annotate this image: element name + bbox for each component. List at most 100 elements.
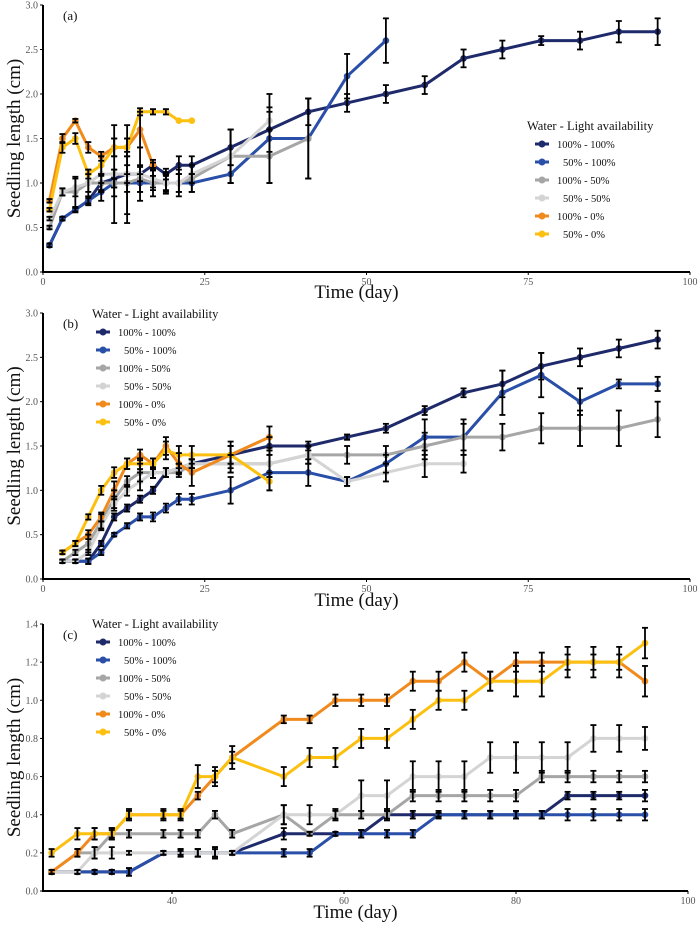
y-tick-label: 1.5	[26, 134, 39, 145]
error-bar	[344, 476, 351, 487]
error-bar	[59, 141, 66, 154]
error-bar	[162, 108, 169, 116]
panel-label: (a)	[63, 8, 77, 23]
y-tick-label: 0.2	[26, 848, 39, 859]
error-bar	[382, 422, 389, 434]
legend-title: Water - Light availability	[527, 119, 654, 133]
error-bar	[108, 869, 115, 875]
error-bar	[124, 484, 131, 497]
error-bar	[111, 480, 118, 501]
error-bar	[85, 513, 92, 521]
legend-label: 100% - 0%	[557, 212, 604, 223]
error-bar	[461, 760, 468, 793]
error-bar	[280, 827, 287, 841]
error-bar	[85, 557, 92, 565]
x-tick-label: 50	[362, 584, 372, 595]
legend-item: 50% - 50%	[96, 692, 171, 703]
error-bar	[72, 118, 79, 124]
error-bar	[85, 168, 92, 180]
error-bar	[538, 665, 545, 698]
legend-label: 50% - 0%	[563, 230, 605, 241]
y-tick-label: 2.5	[26, 45, 39, 56]
y-tick-label: 1.0	[26, 696, 39, 707]
error-bar	[162, 173, 169, 193]
legend-item: 100% - 50%	[535, 176, 610, 187]
error-bar	[266, 110, 273, 131]
error-bar	[499, 422, 506, 452]
x-tick-label: 80	[511, 896, 521, 907]
error-bar	[538, 351, 545, 399]
x-tick-label: 100	[681, 896, 696, 907]
error-bar	[409, 670, 416, 692]
y-tick-label: 3.0	[26, 309, 39, 320]
y-tick-label: 0.4	[26, 810, 39, 821]
error-bar	[137, 457, 144, 470]
legend-swatch-dot	[538, 230, 546, 238]
error-bar	[72, 548, 79, 556]
error-bar	[212, 766, 218, 788]
error-bar	[616, 790, 623, 801]
error-bar	[229, 829, 236, 839]
legend: Water - Light availability 100% - 100% 50%…	[92, 617, 219, 739]
error-bar	[590, 769, 597, 784]
error-bar	[48, 869, 55, 875]
error-bar	[332, 830, 339, 837]
error-bar	[384, 693, 390, 707]
error-bar	[499, 39, 506, 60]
legend-item: 100% - 100%	[96, 638, 176, 649]
error-bar	[590, 808, 597, 822]
y-tick-label: 2.0	[26, 397, 39, 408]
error-bar	[654, 17, 661, 46]
error-bar	[306, 747, 313, 768]
legend-label: 50% - 100%	[563, 158, 616, 169]
error-bar	[384, 727, 390, 749]
error-bar	[98, 548, 105, 556]
error-bar	[461, 651, 468, 673]
error-bar	[460, 422, 467, 452]
error-bar	[108, 846, 115, 860]
error-bar	[74, 869, 81, 875]
x-tick-label: 25	[200, 277, 210, 288]
legend-item: 100% - 50%	[96, 674, 171, 685]
error-bar	[616, 645, 623, 679]
y-tick-label: 0.5	[26, 223, 39, 234]
error-bar	[98, 484, 105, 496]
error-bar	[280, 766, 287, 788]
error-bar	[111, 137, 118, 158]
error-bar	[91, 827, 98, 841]
legend-swatch-dot	[99, 692, 107, 700]
error-bar	[266, 425, 273, 449]
legend-swatch-dot	[99, 638, 107, 646]
error-bar	[188, 445, 195, 465]
error-bar	[305, 445, 312, 465]
legend: Water - Light availability 100% - 100% 50%…	[92, 307, 219, 429]
x-tick-label: 50	[362, 277, 372, 288]
error-bar	[98, 155, 105, 176]
error-bar	[460, 387, 467, 399]
legend: Water - Light availability 100% - 100% 50%…	[527, 119, 654, 241]
x-axis-title: Time (day)	[314, 590, 398, 611]
error-bar	[85, 141, 92, 154]
error-bar	[98, 511, 105, 523]
error-bar	[46, 215, 53, 222]
legend-item: 100% - 100%	[96, 328, 176, 339]
legend-item: 100% - 50%	[96, 364, 171, 375]
error-bar	[615, 338, 622, 359]
error-bar	[149, 511, 156, 523]
error-bar	[126, 829, 132, 839]
error-bar	[229, 745, 236, 770]
y-tick-label: 2.0	[26, 90, 39, 101]
error-bar	[306, 848, 313, 858]
legend-swatch-dot	[99, 400, 107, 408]
error-bar	[615, 20, 622, 44]
error-bar	[126, 867, 132, 877]
error-bar	[160, 829, 167, 839]
error-bar	[564, 808, 571, 822]
legend-swatch-dot	[99, 382, 107, 390]
error-bar	[137, 494, 144, 504]
panel-c: 0.0 0.2 0.4 0.6 0.8 1.0 1.2 1.4 40 60 80 100 Time (d…	[4, 617, 696, 923]
error-bar	[306, 714, 313, 725]
x-axis-title: Time (day)	[313, 902, 397, 923]
error-bar	[409, 760, 416, 793]
error-bar	[91, 869, 98, 875]
